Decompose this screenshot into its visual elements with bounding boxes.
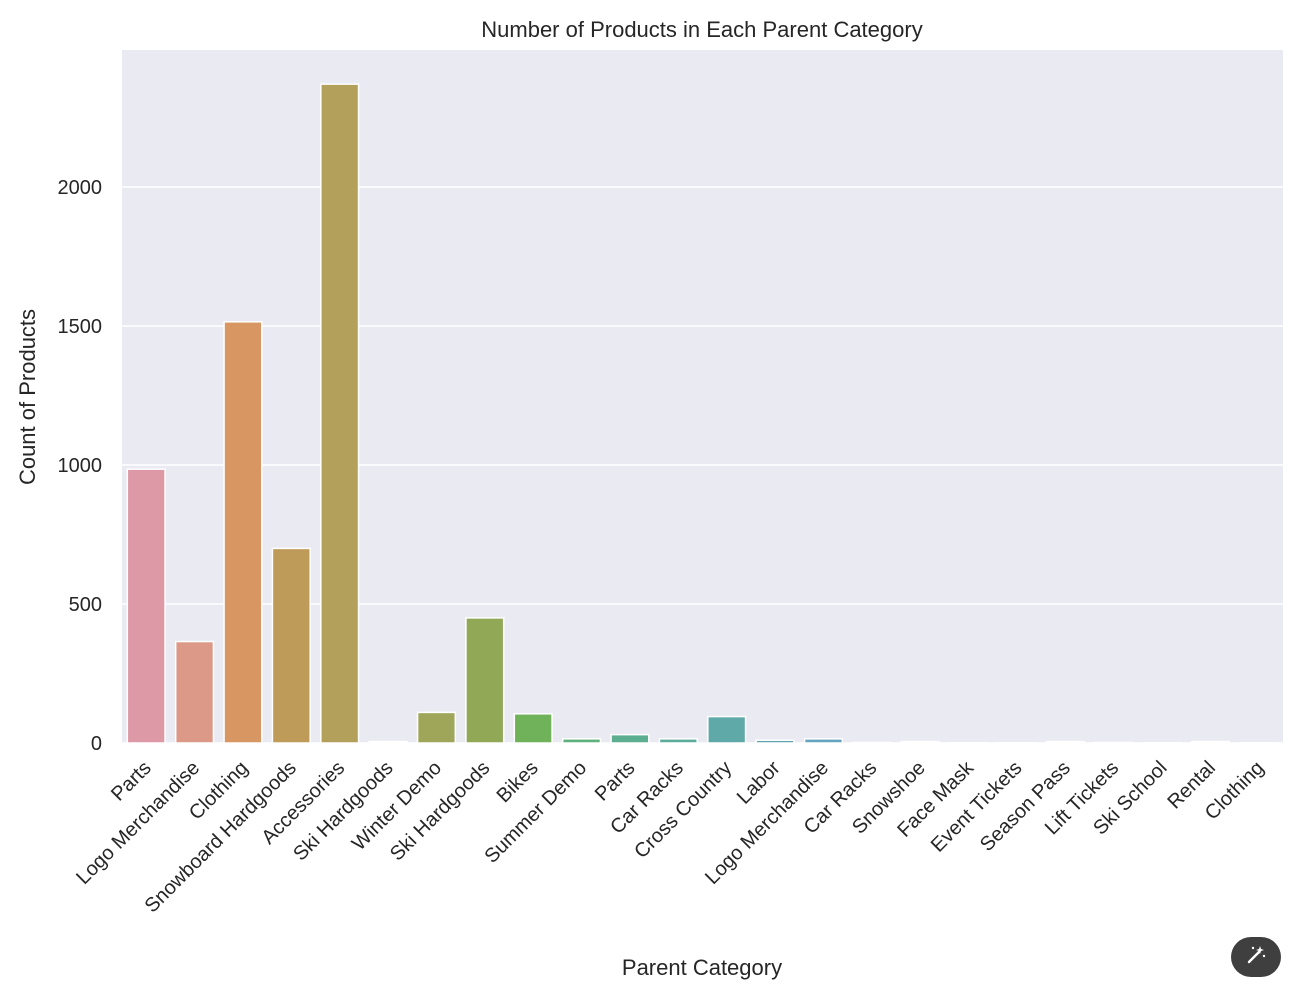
magic-wand-button[interactable] [1231, 937, 1281, 977]
bar [271, 547, 311, 744]
bar [1094, 741, 1134, 744]
plot-background [122, 50, 1283, 743]
bar [223, 321, 263, 744]
x-axis-label: Parent Category [622, 955, 782, 980]
bar [465, 617, 505, 744]
bar [174, 640, 215, 744]
y-tick-labels: 0 500 1000 1500 2000 [58, 177, 103, 755]
bar [658, 738, 698, 744]
bar [1190, 740, 1231, 744]
bar [320, 83, 360, 744]
bar [513, 713, 553, 744]
y-tick-label: 1000 [58, 455, 103, 477]
bar [755, 739, 795, 744]
magic-wand-icon [1245, 944, 1267, 971]
chart-title: Number of Products in Each Parent Catego… [481, 17, 922, 42]
bar [900, 740, 940, 744]
y-tick-label: 0 [91, 733, 102, 755]
y-axis-label: Count of Products [15, 309, 40, 485]
bar [803, 738, 844, 744]
bar [1045, 740, 1085, 744]
y-tick-label: 2000 [58, 177, 103, 199]
bar [707, 715, 747, 744]
bars [126, 83, 1279, 744]
bar [1142, 741, 1182, 744]
bar [126, 468, 166, 744]
bar [610, 733, 650, 744]
gridlines [122, 186, 1283, 744]
bar [1239, 741, 1279, 744]
bar [368, 740, 408, 744]
bar [561, 738, 602, 744]
bar [997, 741, 1037, 744]
bar [948, 741, 989, 744]
y-tick-label: 500 [69, 594, 102, 616]
y-tick-label: 1500 [58, 316, 103, 338]
bar [416, 711, 457, 744]
bar [852, 741, 892, 744]
